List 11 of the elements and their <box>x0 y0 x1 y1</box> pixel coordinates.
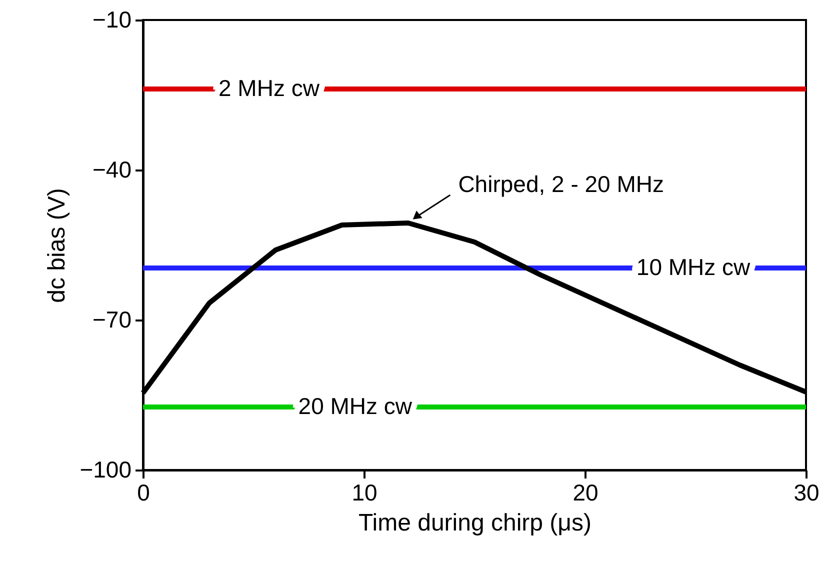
y-axis-title: dc bias (V) <box>44 188 71 303</box>
x-tick-label: 30 <box>794 480 820 506</box>
y-tick-label: −70 <box>92 306 132 332</box>
x-tick-label: 0 <box>137 480 150 506</box>
x-tick-label: 10 <box>352 480 378 506</box>
x-tick-label: 20 <box>572 480 598 506</box>
annotation: Chirped, 2 - 20 MHz <box>458 171 664 197</box>
y-tick-label: −40 <box>92 156 132 182</box>
y-tick-label: −10 <box>92 6 132 32</box>
y-tick-label: −100 <box>80 456 132 482</box>
x-axis-title: Time during chirp (μs) <box>358 510 592 536</box>
